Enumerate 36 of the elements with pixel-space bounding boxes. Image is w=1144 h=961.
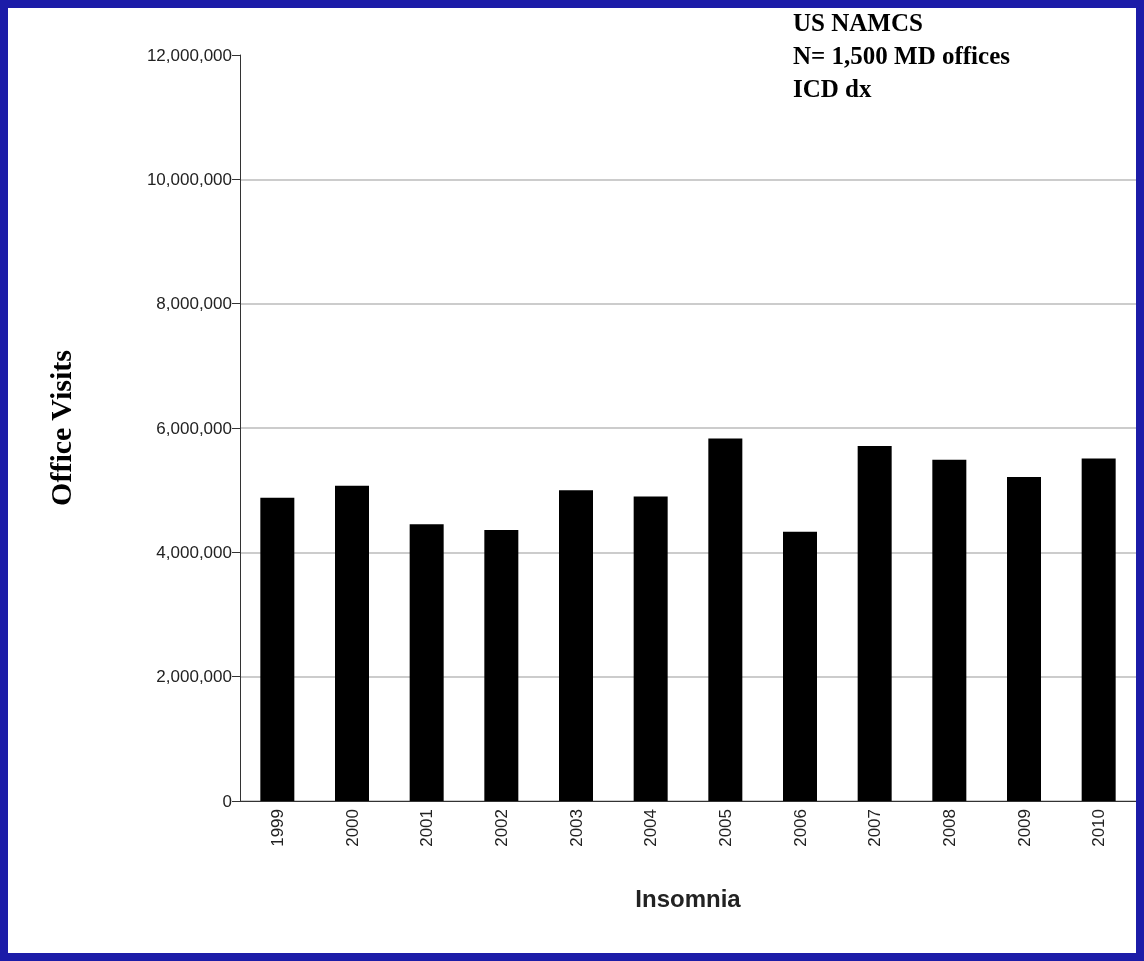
bar — [409, 524, 444, 801]
bar — [260, 497, 295, 801]
bar — [783, 531, 817, 801]
x-axis-title: Insomnia — [635, 884, 742, 912]
x-tick-label: 2003 — [566, 809, 586, 847]
x-tick-label: 1999 — [267, 809, 287, 847]
bar — [1081, 458, 1116, 801]
y-tick-label: 2,000,000 — [156, 667, 232, 687]
x-tick-label: 2001 — [417, 809, 437, 847]
bar — [857, 446, 892, 801]
bar — [559, 490, 593, 801]
y-tick-label: 0 — [222, 791, 232, 811]
annotation: N= 1,500 MD offices — [793, 42, 1011, 69]
y-tick-label: 10,000,000 — [146, 169, 232, 189]
bar — [633, 496, 668, 801]
y-tick-label: 6,000,000 — [156, 418, 232, 438]
x-tick-label: 2009 — [1014, 809, 1034, 847]
bar — [335, 485, 369, 801]
x-tick-label: 2010 — [1089, 809, 1109, 847]
y-tick-label: 4,000,000 — [156, 542, 232, 562]
x-tick-label: 2004 — [641, 809, 661, 847]
x-tick-label: 2005 — [715, 809, 735, 847]
y-tick-label: 8,000,000 — [156, 294, 232, 314]
x-tick-label: 2006 — [790, 809, 810, 847]
y-axis-title: Office Visits — [43, 350, 77, 506]
bar — [484, 529, 519, 801]
x-tick-label: 2002 — [491, 809, 511, 847]
x-tick-label: 2000 — [342, 809, 362, 847]
bar — [708, 438, 743, 801]
annotation: ICD dx — [793, 75, 872, 102]
x-tick-label: 2007 — [865, 809, 885, 847]
x-tick-label: 2008 — [939, 809, 959, 847]
bar — [1007, 477, 1041, 801]
y-tick-label: 12,000,000 — [146, 45, 232, 65]
bar — [932, 459, 967, 801]
text: US NAMCS — [793, 9, 923, 36]
